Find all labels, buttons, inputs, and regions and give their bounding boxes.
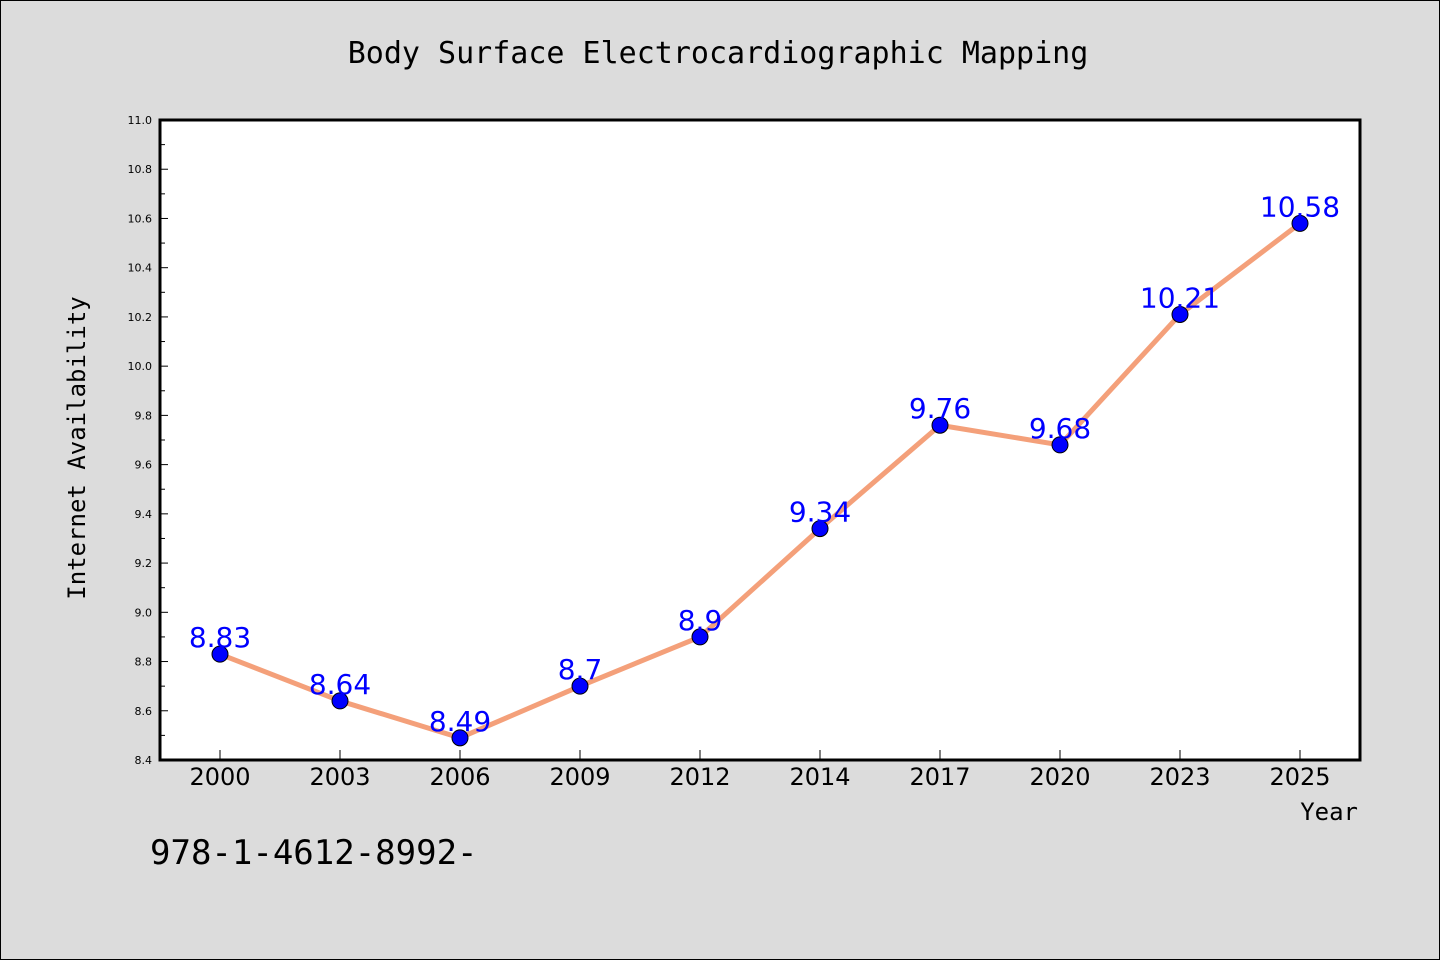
x-tick-label: 2014 (789, 763, 850, 791)
y-tick-label: 8.4 (135, 754, 153, 767)
x-axis-label: Year (1300, 798, 1358, 826)
y-axis-label: Internet Availability (63, 296, 91, 599)
data-label: 8.9 (678, 604, 723, 637)
x-tick-label: 2006 (429, 763, 490, 791)
data-point (331, 692, 349, 710)
y-tick-label: 8.6 (135, 705, 153, 718)
x-tick-label: 2009 (549, 763, 610, 791)
x-tick-label: 2012 (669, 763, 730, 791)
y-tick-label: 9.6 (135, 459, 153, 472)
footer-isbn-text: 978-1-4612-8992- (150, 833, 478, 873)
data-point (691, 628, 709, 646)
y-tick-label: 9.2 (135, 557, 153, 570)
series-points (211, 214, 1309, 747)
y-tick-label: 9.4 (135, 508, 153, 521)
series-polyline (219, 221, 1302, 741)
y-axis: 8.4 8.6 8.8 9.0 9.2 9.4 9.6 9.8 10.0 10.2 10.4 10.6… (128, 114, 168, 767)
y-tick-label: 10.4 (128, 262, 153, 275)
data-label: 8.49 (429, 705, 491, 738)
x-tick-label: 2025 (1269, 763, 1330, 791)
data-point (1291, 214, 1309, 232)
data-point (1171, 305, 1189, 323)
y-tick-label: 10.6 (128, 212, 153, 225)
data-point (451, 729, 469, 747)
x-tick-label: 2003 (309, 763, 370, 791)
series-line (219, 221, 1302, 741)
data-label: 10.58 (1260, 190, 1340, 223)
data-point (931, 416, 949, 434)
y-tick-label: 9.0 (135, 606, 153, 619)
x-tick-label: 2017 (909, 763, 970, 791)
data-point (571, 677, 589, 695)
y-tick-label: 9.8 (135, 409, 153, 422)
data-label: 9.68 (1029, 412, 1091, 445)
y-tick-label: 10.2 (128, 311, 153, 324)
y-tick-label: 10.8 (128, 163, 153, 176)
plot-area (158, 118, 1362, 762)
data-label: 8.64 (309, 668, 371, 701)
x-tick-label: 2023 (1149, 763, 1210, 791)
x-tick-label: 2020 (1029, 763, 1090, 791)
x-tick-label: 2000 (189, 763, 250, 791)
chart-title: Body Surface Electrocardiographic Mappin… (348, 36, 1089, 71)
data-label: 8.7 (558, 653, 603, 686)
data-point (811, 520, 829, 538)
data-label: 9.34 (789, 496, 851, 529)
data-point (1051, 436, 1069, 454)
x-axis: 2000 2003 2006 2009 2012 2014 2017 2020 2023 2025 (189, 750, 1331, 791)
data-point (211, 645, 229, 663)
data-label: 8.83 (189, 621, 251, 654)
y-tick-label: 8.8 (135, 656, 153, 669)
data-label: 9.76 (909, 392, 971, 425)
y-tick-label: 11.0 (128, 114, 153, 127)
y-tick-label: 10.0 (128, 360, 153, 373)
data-labels: 8.83 8.64 8.49 8.7 8.9 9.34 9.76 9.68 10.21 10.58 (189, 190, 1340, 737)
data-label: 10.21 (1140, 281, 1220, 314)
